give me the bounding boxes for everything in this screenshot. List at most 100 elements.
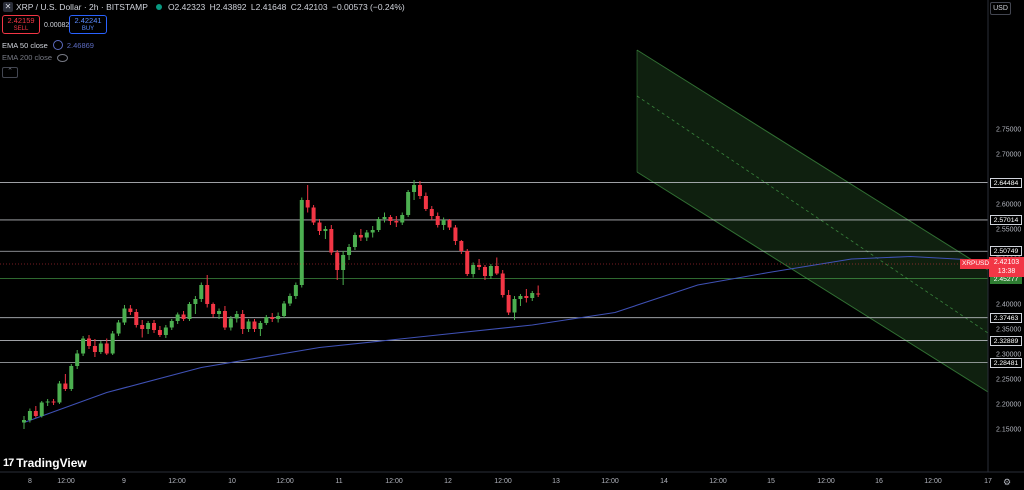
candle xyxy=(222,306,227,330)
candle xyxy=(211,302,216,318)
channel-lower xyxy=(636,171,989,393)
change-value: −0.00573 (−0.24%) xyxy=(331,2,405,12)
price-tick: 2.60000 xyxy=(996,201,1022,209)
candle xyxy=(441,217,446,230)
candle xyxy=(282,301,287,318)
time-tick: 17 xyxy=(984,478,992,485)
candle xyxy=(39,401,44,418)
horizontal-levels xyxy=(0,182,988,363)
candle xyxy=(240,310,245,334)
candle-body xyxy=(234,314,239,319)
candle-body xyxy=(27,411,32,420)
ema200-legend[interactable]: EMA 200 close xyxy=(2,53,69,62)
candle xyxy=(477,259,482,270)
candle-body xyxy=(305,200,310,208)
candle xyxy=(323,226,328,239)
current-price-value: 2.42103 xyxy=(993,259,1020,266)
price-tick: 2.20000 xyxy=(996,401,1022,409)
candle xyxy=(530,291,535,301)
candle xyxy=(536,285,541,297)
ema50-value: 2.46869 xyxy=(66,40,94,50)
candle-body xyxy=(323,229,328,231)
ema50-label: EMA 50 close xyxy=(2,40,48,50)
chevron-up-icon[interactable]: ⌃ xyxy=(2,67,18,78)
candle-body xyxy=(364,232,369,238)
candle-body xyxy=(459,241,464,251)
candle xyxy=(512,296,517,320)
buy-button[interactable]: 2.42241 BUY xyxy=(69,15,107,34)
candle-body xyxy=(299,200,304,285)
ema50-settings-icon[interactable] xyxy=(52,40,63,50)
candle xyxy=(358,229,363,241)
candle-body xyxy=(163,327,168,335)
candle-body xyxy=(181,314,186,319)
candle-body xyxy=(423,196,428,209)
candle xyxy=(33,406,38,418)
currency-selector[interactable]: USD xyxy=(990,2,1011,15)
candle xyxy=(199,282,204,302)
candle-body xyxy=(352,235,357,247)
candle xyxy=(317,219,322,235)
candle xyxy=(352,232,357,250)
gear-icon[interactable]: ⚙ xyxy=(1003,477,1012,487)
time-tick: 12:00 xyxy=(601,478,619,485)
candle-body xyxy=(63,383,68,389)
candle-body xyxy=(98,343,103,352)
ema50-legend[interactable]: EMA 50 close 2.46869 xyxy=(2,40,94,50)
candle xyxy=(27,408,32,423)
ohlc-values: O2.42323 H2.43892 L2.41648 C2.42103 −0.0… xyxy=(168,2,407,12)
candle-body xyxy=(429,209,434,216)
candle xyxy=(45,399,50,406)
candle-body xyxy=(435,216,440,225)
channel-fill xyxy=(637,50,988,392)
candle-body xyxy=(157,330,162,335)
candle-body xyxy=(39,402,44,416)
close-icon[interactable]: ✕ xyxy=(3,2,13,12)
candle-body xyxy=(536,293,541,295)
symbol-title[interactable]: XRP / U.S. Dollar · 2h · BITSTAMP xyxy=(16,2,148,12)
candle xyxy=(293,282,298,299)
candle-body xyxy=(453,227,458,241)
price-tick: 2.55000 xyxy=(996,226,1022,234)
level-label-2.57014: 2.57014 xyxy=(990,214,1022,225)
candle-body xyxy=(246,321,251,329)
time-tick: 15 xyxy=(767,478,775,485)
spread-value: 0.00082 xyxy=(44,22,70,29)
time-tick: 12:00 xyxy=(494,478,512,485)
eye-hidden-icon[interactable] xyxy=(57,53,69,62)
sell-button[interactable]: 2.42159 SELL xyxy=(2,15,40,34)
candle xyxy=(276,312,281,323)
candle-body xyxy=(51,401,56,403)
candle-body xyxy=(335,252,340,270)
candle-body xyxy=(412,185,417,192)
candle-body xyxy=(329,229,334,253)
candle xyxy=(341,251,346,285)
candle xyxy=(287,293,292,306)
candle-body xyxy=(293,285,298,296)
tradingview-logo[interactable]: 17 TradingView xyxy=(3,456,87,470)
candle xyxy=(394,216,399,227)
time-tick: 12:00 xyxy=(57,478,75,485)
candle-body xyxy=(92,346,97,352)
candle xyxy=(447,219,452,230)
candle xyxy=(258,321,263,336)
candle xyxy=(87,335,92,349)
candle-body xyxy=(488,266,493,276)
price-tick: 2.40000 xyxy=(996,301,1022,309)
candle xyxy=(406,190,411,217)
candle xyxy=(22,416,26,429)
candle xyxy=(518,294,523,306)
sell-label: SELL xyxy=(13,26,29,32)
candles[interactable] xyxy=(22,180,541,429)
candle xyxy=(299,197,304,288)
time-tick: 13 xyxy=(552,478,560,485)
candle-body xyxy=(57,383,62,403)
sell-price: 2.42159 xyxy=(7,16,35,25)
candle xyxy=(128,305,133,315)
candle xyxy=(417,181,422,199)
candle-body xyxy=(406,192,411,215)
candle-body xyxy=(370,230,375,233)
candle xyxy=(81,336,86,356)
price-tick: 2.35000 xyxy=(996,326,1022,334)
